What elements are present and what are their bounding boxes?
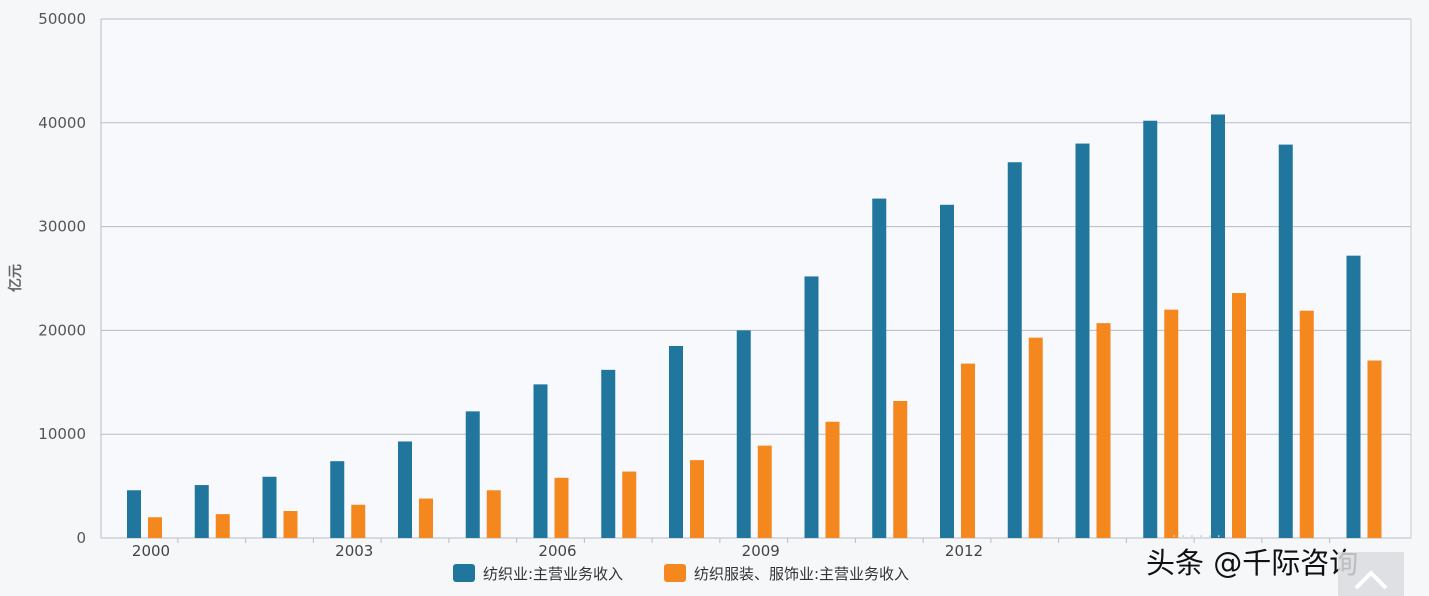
y-tick-label: 40000 bbox=[38, 114, 86, 132]
bar bbox=[872, 198, 887, 538]
watermark-text: 头条 @千际咨询 bbox=[1146, 546, 1358, 580]
y-tick-label: 50000 bbox=[38, 10, 86, 28]
x-tick-label: 2009 bbox=[742, 542, 780, 560]
bar bbox=[1164, 309, 1179, 538]
bar bbox=[825, 421, 840, 538]
y-axis-ticks: 0 10000 20000 30000 40000 50000 bbox=[38, 10, 86, 547]
x-tick-label: 2006 bbox=[538, 542, 576, 560]
bar bbox=[893, 400, 908, 538]
legend-swatch bbox=[664, 564, 686, 582]
bar bbox=[1346, 255, 1361, 538]
y-axis-label: 亿元 bbox=[7, 264, 24, 292]
bar bbox=[148, 517, 162, 538]
gridlines bbox=[100, 18, 1412, 539]
bar bbox=[215, 514, 230, 538]
bar bbox=[1096, 323, 1111, 538]
bar bbox=[262, 476, 277, 538]
bar bbox=[554, 477, 569, 538]
bar bbox=[127, 490, 141, 538]
bar bbox=[804, 276, 819, 538]
bar bbox=[736, 330, 751, 538]
x-tick-label: 2012 bbox=[945, 542, 983, 560]
bar bbox=[486, 490, 501, 538]
bar bbox=[1028, 337, 1043, 538]
chevron-up-icon[interactable] bbox=[1354, 570, 1388, 590]
bar bbox=[1367, 360, 1382, 538]
bar bbox=[419, 498, 433, 538]
bar bbox=[940, 204, 954, 538]
bar bbox=[690, 460, 704, 538]
bar bbox=[1007, 162, 1022, 538]
bar bbox=[1278, 144, 1293, 538]
plot-background bbox=[101, 19, 1411, 538]
y-tick-label: 10000 bbox=[38, 425, 86, 443]
watermark-faint-text: · · · · · · bbox=[1172, 529, 1221, 545]
x-tick-label: 2000 bbox=[132, 542, 170, 560]
bar bbox=[601, 369, 616, 538]
x-axis-ticks: 2000 2003 2006 2009 2012 bbox=[132, 538, 1331, 560]
watermark: · · · · · · 头条 @千际咨询 bbox=[1146, 529, 1404, 596]
bars bbox=[127, 114, 1382, 538]
x-tick-label: 2003 bbox=[335, 542, 373, 560]
y-tick-label: 0 bbox=[76, 529, 86, 547]
bar bbox=[1211, 114, 1225, 538]
bar bbox=[1143, 120, 1158, 538]
legend-label: 纺织业:主营业务收入 bbox=[483, 565, 623, 583]
bar bbox=[351, 504, 366, 538]
legend: 纺织业:主营业务收入 纺织服装、服饰业:主营业务收入 bbox=[453, 564, 909, 583]
bar bbox=[465, 411, 480, 538]
legend-label: 纺织服装、服饰业:主营业务收入 bbox=[694, 565, 909, 583]
bar bbox=[194, 485, 209, 538]
bar bbox=[669, 345, 683, 538]
bar bbox=[533, 384, 548, 538]
bar bbox=[398, 441, 412, 538]
bar bbox=[1232, 293, 1246, 538]
y-tick-label: 20000 bbox=[38, 321, 86, 339]
y-tick-label: 30000 bbox=[38, 218, 86, 236]
bar bbox=[622, 471, 637, 538]
bar bbox=[1299, 310, 1314, 538]
legend-swatch bbox=[453, 564, 475, 582]
bar bbox=[1075, 143, 1090, 538]
bar bbox=[330, 461, 345, 538]
bar bbox=[757, 445, 772, 538]
bar bbox=[283, 511, 298, 538]
bar bbox=[961, 363, 975, 538]
